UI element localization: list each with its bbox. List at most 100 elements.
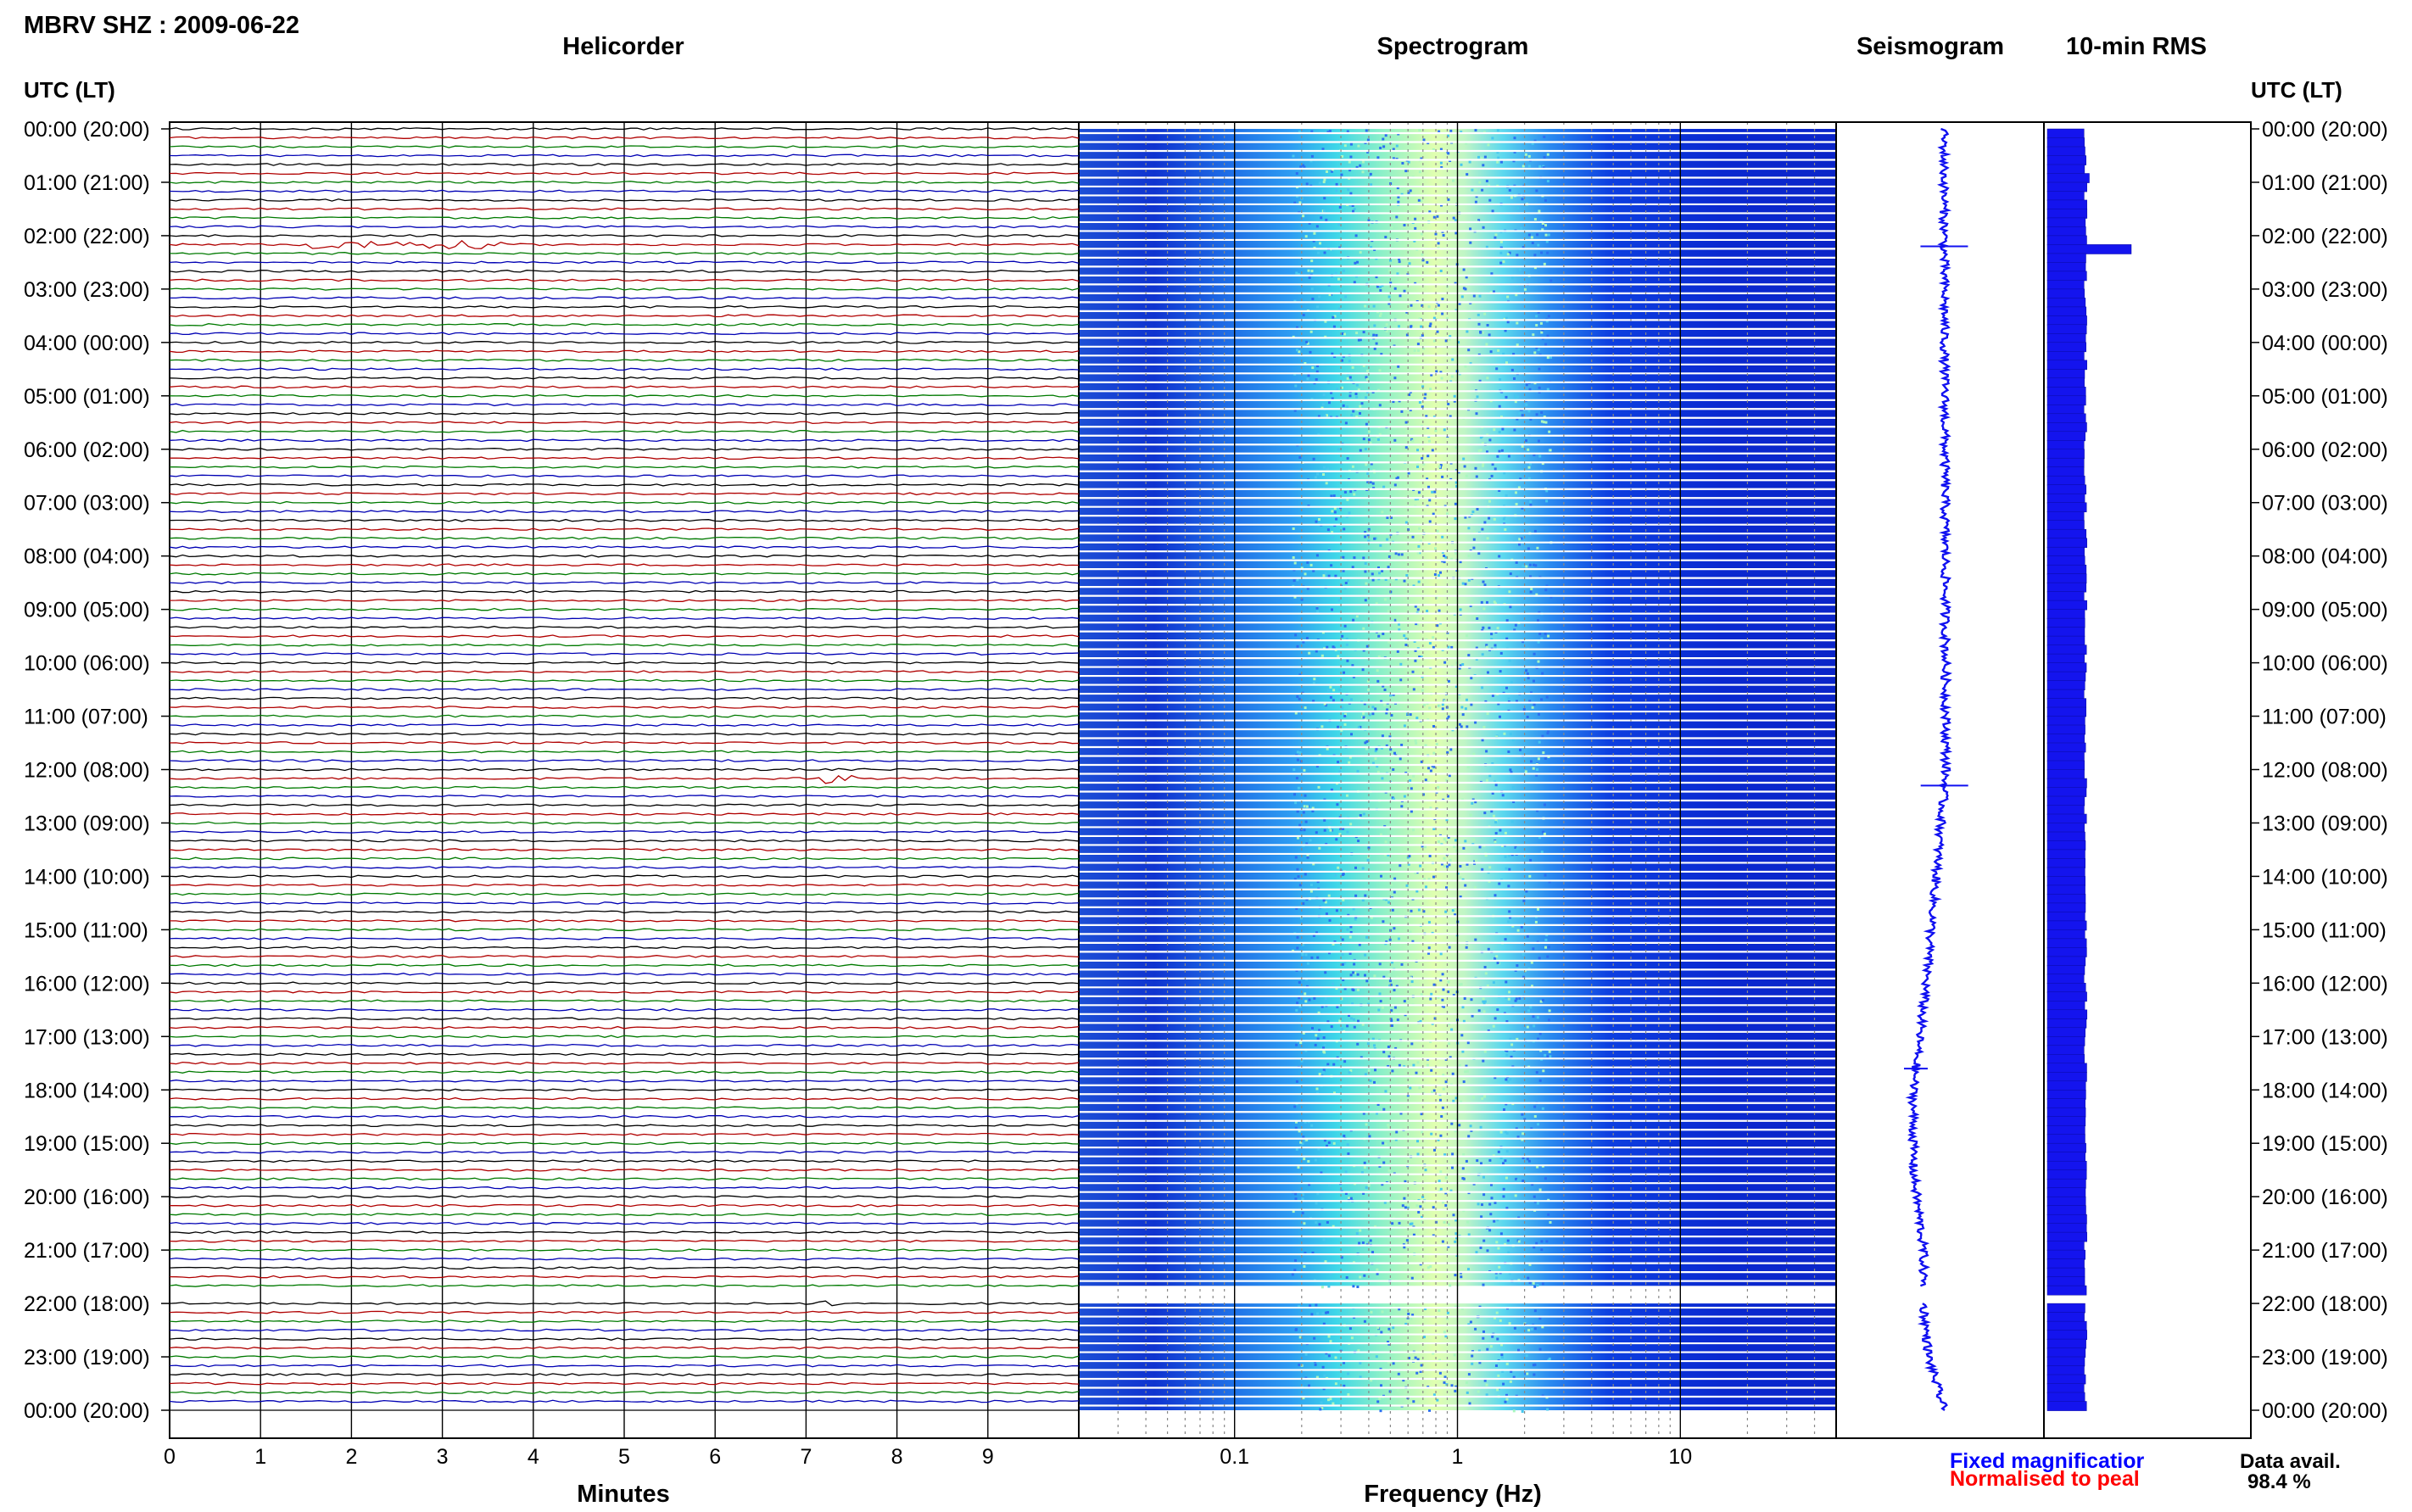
minute-tick-label: 7 bbox=[800, 1445, 812, 1469]
spectrogram-speckle bbox=[1407, 1357, 1410, 1359]
spectrogram-speckle bbox=[1416, 1140, 1419, 1143]
spectrogram-speckle bbox=[1293, 1269, 1297, 1272]
spectrogram-speckle bbox=[1483, 521, 1487, 524]
spectrogram-speckle bbox=[1483, 312, 1487, 315]
spectrogram-speckle bbox=[1376, 438, 1380, 441]
spectrogram-speckle bbox=[1454, 1219, 1458, 1222]
spectrogram-speckle bbox=[1542, 751, 1545, 755]
spectrogram-speckle bbox=[1481, 653, 1484, 656]
spectrogram-speckle bbox=[1310, 1313, 1314, 1316]
spectrogram-speckle bbox=[1510, 1370, 1513, 1373]
spectrogram-speckle bbox=[1481, 1097, 1484, 1100]
spectrogram-speckle bbox=[1339, 273, 1343, 276]
spectrogram-speckle bbox=[1400, 192, 1404, 196]
spectrogram-speckle bbox=[1321, 148, 1325, 151]
spectrogram-speckle bbox=[1454, 517, 1457, 521]
spectrogram-speckle bbox=[1371, 482, 1375, 485]
spectrogram-speckle bbox=[1381, 569, 1384, 572]
spectrogram-speckle bbox=[1480, 1162, 1482, 1165]
spectrogram-speckle bbox=[1327, 401, 1331, 405]
spectrogram-speckle bbox=[1450, 1028, 1454, 1031]
minute-tick-label: 6 bbox=[709, 1445, 721, 1469]
minute-tick-label: 5 bbox=[618, 1445, 630, 1469]
spectrogram-speckle bbox=[1539, 321, 1543, 325]
spectrogram-speckle bbox=[1516, 929, 1520, 932]
spectrogram-speckle bbox=[1506, 253, 1510, 256]
spectrogram-speckle bbox=[1338, 688, 1342, 691]
spectrogram-speckle bbox=[1298, 131, 1301, 133]
helicorder-trace bbox=[169, 305, 1080, 309]
spectrogram-speckle bbox=[1447, 836, 1450, 839]
spectrogram-speckle bbox=[1464, 707, 1467, 711]
spectrogram-speckle bbox=[1384, 1142, 1387, 1146]
spectrogram-speckle bbox=[1423, 1336, 1426, 1339]
spectrogram-speckle bbox=[1533, 703, 1536, 706]
spectrogram-speckle bbox=[1396, 1018, 1399, 1022]
spectrogram-speckle bbox=[1335, 517, 1338, 521]
spectrogram-speckle bbox=[1549, 595, 1553, 599]
spectrogram-speckle bbox=[1298, 1305, 1301, 1308]
spectrogram-speckle bbox=[1475, 657, 1478, 661]
spectrogram-speckle bbox=[1416, 343, 1420, 346]
spectrogram-speckle bbox=[1377, 577, 1381, 581]
spectrogram-speckle bbox=[1474, 1327, 1477, 1331]
spectrogram-speckle bbox=[1521, 506, 1524, 510]
spectrogram-speckle bbox=[1307, 269, 1310, 272]
time-tick-label-left: 00:00 (20:00) bbox=[24, 1399, 150, 1423]
spectrogram-speckle bbox=[1335, 838, 1338, 841]
spectrogram-speckle bbox=[1517, 1240, 1521, 1243]
helicorder-trace bbox=[169, 1355, 1080, 1359]
spectrogram-speckle bbox=[1518, 543, 1521, 546]
spectrogram-speckle bbox=[1515, 561, 1518, 564]
rms-bar bbox=[2046, 617, 2085, 628]
spectrogram-speckle bbox=[1343, 1060, 1347, 1063]
spectrogram-speckle bbox=[1432, 512, 1435, 516]
spectrogram-speckle bbox=[1452, 179, 1454, 182]
spectrogram-speckle bbox=[1329, 1398, 1332, 1401]
rms-title: 10-min RMS bbox=[2066, 33, 2207, 60]
rms-bar bbox=[2046, 137, 2085, 148]
spectrogram-speckle bbox=[1316, 1192, 1320, 1196]
spectrogram-speckle bbox=[1467, 1373, 1471, 1376]
spectrogram-speckle bbox=[1482, 462, 1485, 466]
spectrogram-speckle bbox=[1348, 1071, 1351, 1074]
helicorder-trace bbox=[169, 581, 1080, 584]
spectrogram-speckle bbox=[1504, 329, 1507, 332]
spectrogram-speckle bbox=[1481, 1203, 1483, 1207]
spectrogram-speckle bbox=[1491, 1335, 1494, 1338]
spectrogram-speckle bbox=[1505, 316, 1508, 320]
spectrogram-speckle bbox=[1485, 778, 1488, 782]
spectrogram-speckle bbox=[1532, 1281, 1535, 1285]
spectrogram-speckle bbox=[1540, 698, 1544, 701]
spectrogram-speckle bbox=[1512, 353, 1516, 356]
spectrogram-speckle bbox=[1378, 962, 1382, 966]
helicorder-trace bbox=[169, 171, 1080, 176]
spectrogram-speckle bbox=[1308, 221, 1311, 225]
spectrogram-speckle bbox=[1361, 170, 1365, 174]
spectrogram-speckle bbox=[1533, 218, 1537, 220]
spectrogram-speckle bbox=[1432, 1206, 1435, 1209]
spectrogram-speckle bbox=[1438, 574, 1440, 577]
spectrogram-speckle bbox=[1477, 449, 1481, 453]
helicorder-trace bbox=[169, 518, 1080, 522]
spectrogram-speckle bbox=[1331, 397, 1334, 400]
spectrogram-speckle bbox=[1513, 806, 1516, 810]
spectrogram-speckle bbox=[1535, 1241, 1538, 1245]
spectrogram-speckle bbox=[1428, 706, 1432, 710]
spectrogram-speckle bbox=[1467, 349, 1471, 352]
spectrogram-speckle bbox=[1454, 1096, 1458, 1100]
spectrogram-speckle bbox=[1348, 935, 1352, 939]
spectrogram-speckle bbox=[1490, 1183, 1493, 1186]
helicorder-trace bbox=[169, 1168, 1080, 1172]
left-axis-title: UTC (LT) bbox=[24, 77, 115, 103]
spectrogram-speckle bbox=[1449, 858, 1452, 862]
spectrogram-speckle bbox=[1444, 1191, 1448, 1195]
helicorder-trace bbox=[169, 314, 1079, 318]
spectrogram-speckle bbox=[1415, 1204, 1419, 1208]
spectrogram-speckle bbox=[1497, 156, 1500, 159]
spectrogram-speckle bbox=[1538, 957, 1541, 960]
spectrogram-speckle bbox=[1442, 988, 1445, 991]
spectrogram-speckle bbox=[1331, 170, 1333, 173]
spectrogram-speckle bbox=[1439, 979, 1443, 982]
spectrogram-speckle bbox=[1443, 555, 1446, 557]
